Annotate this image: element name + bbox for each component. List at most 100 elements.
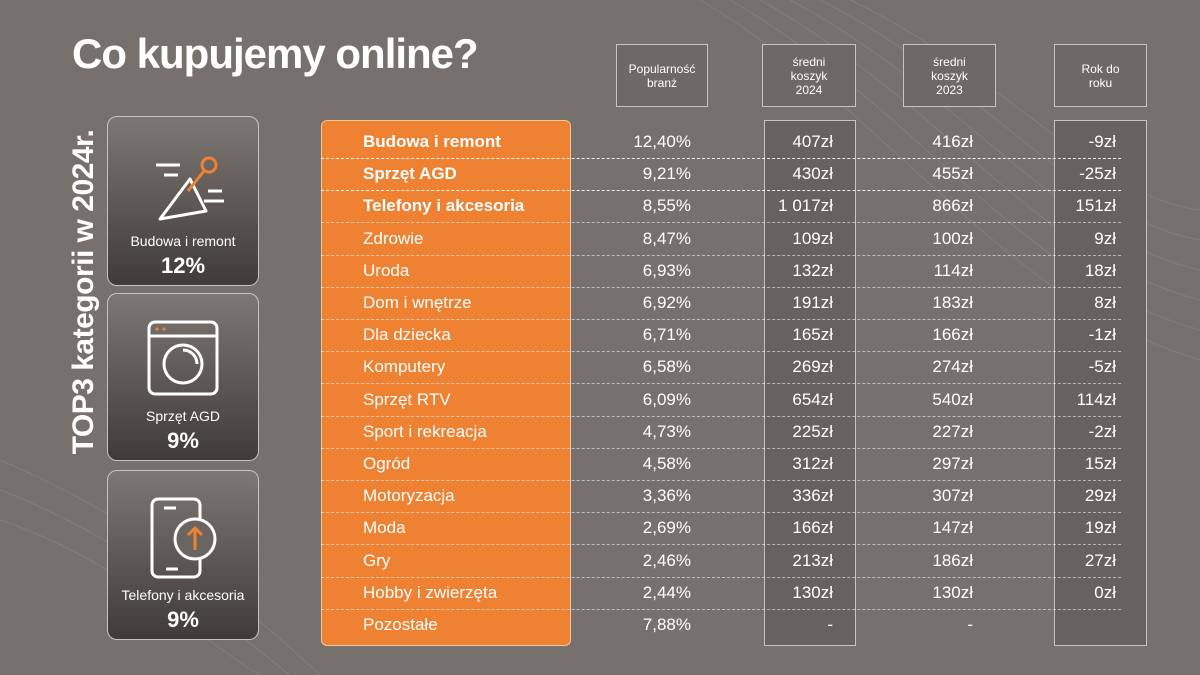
yoy-cell: 151zł — [1075, 196, 1116, 216]
basket-2023-cell: 186zł — [932, 550, 973, 570]
row-divider — [321, 383, 1121, 385]
popularity-cell: 2,44% — [642, 582, 691, 602]
popularity-cell: 2,46% — [642, 550, 691, 570]
popularity-cell: 6,93% — [642, 260, 691, 280]
category-cell: Uroda — [363, 260, 410, 280]
basket-2024-column-panel — [764, 120, 856, 646]
top3-card-agd: Sprzęt AGD 9% — [107, 293, 259, 461]
yoy-cell: 27zł — [1084, 550, 1116, 570]
header-yoy-label: Rok do roku — [1081, 61, 1120, 90]
category-cell: Gry — [363, 550, 391, 570]
basket-2023-cell: 100zł — [932, 228, 973, 248]
popularity-cell: 12,40% — [633, 132, 691, 151]
basket-2024-cell: 191zł — [792, 293, 833, 312]
category-cell: Motoryzacja — [363, 486, 455, 506]
trowel-icon — [156, 156, 224, 221]
header-popularity-label: Popularność branż — [628, 61, 696, 90]
header-basket-2023-label: średni koszyk 2023 — [931, 54, 968, 97]
row-divider — [321, 319, 1121, 320]
header-yoy: Rok do roku — [1054, 44, 1147, 107]
popularity-cell: 9,21% — [642, 164, 691, 184]
category-cell: Ogród — [363, 454, 411, 473]
row-divider — [321, 415, 1121, 417]
yoy-column-panel — [1054, 120, 1147, 646]
basket-2023-cell: 274zł — [932, 357, 973, 377]
yoy-cell: -2zł — [1088, 421, 1116, 441]
top3-card-telefony: Telefony i akcesoria 9% — [107, 470, 259, 640]
category-cell: Zdrowie — [363, 228, 424, 248]
top3-label: Telefony i akcesoria — [121, 587, 245, 603]
table-row: Motoryzacja 3,36% 336zł 307zł 29zł — [321, 481, 1121, 514]
table-row: Dla dziecka 6,71% 165zł 166zł -1zł — [321, 320, 1121, 353]
smartphone-icon — [150, 497, 217, 579]
basket-2023-cell: 114zł — [933, 260, 973, 280]
popularity-cell: 2,69% — [642, 518, 691, 538]
table-row: Pozostałe 7,88% - - — [321, 610, 1121, 642]
row-divider — [321, 544, 1121, 546]
basket-2023-cell: 416zł — [932, 132, 973, 151]
basket-2024-cell: 269zł — [792, 357, 833, 377]
header-basket-2024-label: średni koszyk 2024 — [790, 54, 828, 97]
basket-2023-cell: 540zł — [932, 389, 973, 409]
row-divider — [321, 608, 1121, 610]
table-row: Gry 2,46% 213zł 186zł 27zł — [321, 546, 1121, 578]
table-row: Komputery 6,58% 269zł 274zł -5zł — [321, 352, 1121, 385]
yoy-cell: 19zł — [1084, 518, 1116, 538]
table-row: Hobby i zwierzęta 2,44% 130zł 130zł 0zł — [321, 578, 1121, 610]
table-row: Zdrowie 8,47% 109zł 100zł 9zł — [321, 224, 1121, 256]
category-cell: Dla dziecka — [363, 325, 451, 345]
yoy-cell: 29zł — [1084, 486, 1116, 506]
page-title: Co kupujemy online? — [72, 30, 479, 77]
row-divider — [321, 447, 1121, 449]
popularity-cell: 8,55% — [642, 196, 691, 216]
basket-2024-cell: 130zł — [792, 582, 833, 602]
category-cell: Komputery — [363, 357, 446, 377]
yoy-cell: -25zł — [1079, 164, 1116, 184]
popularity-cell: 8,47% — [642, 228, 691, 248]
table-row: Sprzęt RTV 6,09% 654zł 540zł 114zł — [321, 385, 1121, 417]
popularity-cell: 6,09% — [642, 389, 691, 409]
header-popularity: Popularność branż — [616, 44, 708, 107]
category-cell: Pozostałe — [363, 615, 438, 634]
table-row: Telefony i akcesoria 8,55% 1 017zł 866zł 151… — [321, 191, 1121, 224]
top3-side-title: TOP3 kategorii w 2024r. — [67, 129, 100, 455]
popularity-cell: 6,92% — [642, 293, 691, 312]
basket-2023-cell: 297zł — [932, 454, 973, 473]
yoy-cell: -5zł — [1088, 357, 1116, 377]
basket-2024-cell: 654zł — [792, 389, 833, 409]
top3-value: 12% — [160, 253, 206, 278]
basket-2024-cell: 225zł — [792, 421, 833, 441]
popularity-cell: 7,88% — [642, 615, 691, 634]
basket-2024-cell: 312zł — [792, 454, 833, 473]
category-cell: Moda — [363, 518, 406, 538]
category-cell: Sprzęt RTV — [363, 389, 451, 409]
basket-2024-cell: 109zł — [792, 228, 833, 248]
yoy-cell: 9zł — [1094, 228, 1116, 248]
popularity-cell: 6,58% — [642, 357, 691, 377]
top3-card-budowa: Budowa i remont 12% — [107, 116, 259, 286]
basket-2023-cell: 147zł — [932, 518, 973, 538]
row-divider — [321, 222, 1121, 224]
top3-label: Sprzęt AGD — [146, 408, 220, 424]
basket-2024-cell: 213zł — [792, 550, 833, 570]
basket-2024-cell: 1 017zł — [778, 196, 833, 216]
top3-label: Budowa i remont — [130, 233, 236, 249]
basket-2023-cell: - — [967, 615, 973, 634]
basket-2024-cell: 132zł — [792, 260, 833, 280]
popularity-cell: 3,36% — [642, 486, 691, 506]
basket-2023-cell: 166zł — [932, 325, 973, 345]
category-cell: Telefony i akcesoria — [363, 196, 525, 216]
row-divider — [321, 190, 1121, 192]
top3-value: 9% — [167, 607, 199, 632]
popularity-cell: 4,73% — [642, 421, 691, 441]
washing-machine-icon — [147, 320, 219, 396]
table-row: Sport i rekreacja 4,73% 225zł 227zł -2zł — [321, 417, 1121, 449]
popularity-cell: 4,58% — [642, 454, 691, 473]
row-divider — [321, 351, 1121, 353]
yoy-cell: -9zł — [1088, 132, 1116, 151]
table-row: Dom i wnętrze 6,92% 191zł 183zł 8zł — [321, 288, 1121, 320]
table-row: Budowa i remont 12,40% 407zł 416zł -9zł — [321, 127, 1121, 159]
basket-2024-cell: 407zł — [792, 132, 833, 151]
basket-2023-cell: 130zł — [932, 582, 973, 602]
header-basket-2024: średni koszyk 2024 — [762, 44, 856, 107]
